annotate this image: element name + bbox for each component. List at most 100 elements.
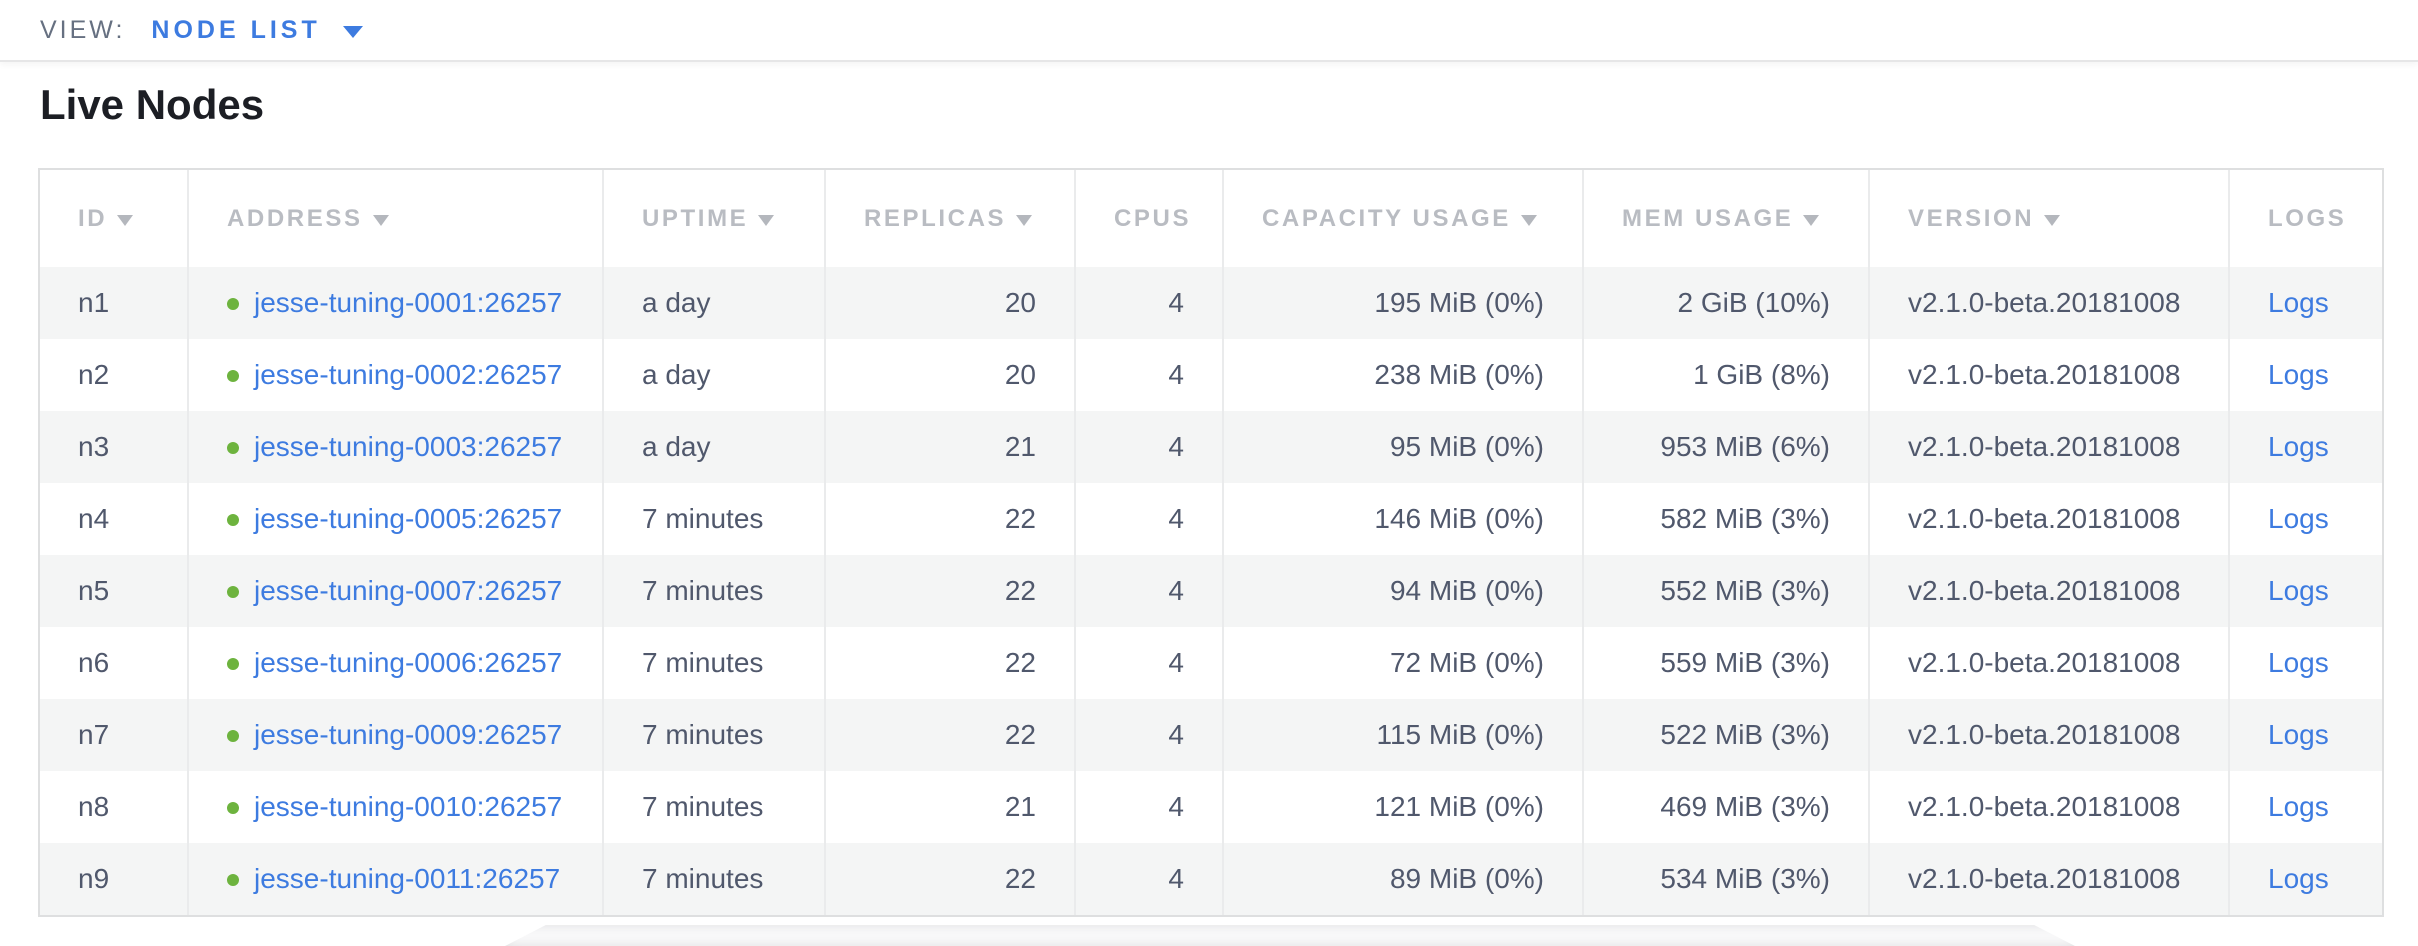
- node-status-dot-icon: [227, 298, 239, 310]
- capacity-usage-cell: 238 MiB (0%): [1224, 339, 1584, 411]
- table-row: n4 jesse-tuning-0005:26257 7 minutes 22 …: [40, 483, 2382, 555]
- node-status-dot-icon: [227, 370, 239, 382]
- mem-usage-cell: 522 MiB (3%): [1584, 699, 1870, 771]
- address-link[interactable]: jesse-tuning-0006:26257: [254, 647, 563, 678]
- version-cell: v2.1.0-beta.20181008: [1870, 555, 2230, 627]
- uptime-cell: 7 minutes: [604, 555, 826, 627]
- capacity-usage-cell: 121 MiB (0%): [1224, 771, 1584, 843]
- version-cell: v2.1.0-beta.20181008: [1870, 771, 2230, 843]
- capacity-usage-cell: 195 MiB (0%): [1224, 267, 1584, 339]
- column-header-address[interactable]: ADDRESS: [189, 170, 604, 267]
- address-link[interactable]: jesse-tuning-0003:26257: [254, 431, 563, 462]
- replicas-cell: 21: [826, 411, 1076, 483]
- mem-usage-cell: 469 MiB (3%): [1584, 771, 1870, 843]
- capacity-usage-cell: 72 MiB (0%): [1224, 627, 1584, 699]
- view-label: VIEW:: [40, 15, 126, 44]
- node-id-cell: n4: [40, 483, 189, 555]
- mem-usage-cell: 1 GiB (8%): [1584, 339, 1870, 411]
- uptime-cell: 7 minutes: [604, 699, 826, 771]
- uptime-cell: a day: [604, 339, 826, 411]
- replicas-cell: 20: [826, 267, 1076, 339]
- logs-cell: Logs: [2230, 771, 2382, 843]
- replicas-cell: 20: [826, 339, 1076, 411]
- table-row: n9 jesse-tuning-0011:26257 7 minutes 22 …: [40, 843, 2382, 915]
- column-header-version[interactable]: VERSION: [1870, 170, 2230, 267]
- node-status-dot-icon: [227, 802, 239, 814]
- column-header-replicas[interactable]: REPLICAS: [826, 170, 1076, 267]
- logs-link[interactable]: Logs: [2268, 359, 2329, 390]
- address-cell: jesse-tuning-0001:26257: [189, 267, 604, 339]
- cpus-cell: 4: [1076, 267, 1224, 339]
- node-id-cell: n1: [40, 267, 189, 339]
- logs-cell: Logs: [2230, 627, 2382, 699]
- view-mode-dropdown[interactable]: NODE LIST: [151, 16, 363, 45]
- replicas-cell: 22: [826, 483, 1076, 555]
- sort-desc-icon: [2044, 214, 2061, 226]
- mem-usage-cell: 559 MiB (3%): [1584, 627, 1870, 699]
- nodes-table-body: n1 jesse-tuning-0001:26257 a day 20 4 19…: [40, 267, 2382, 915]
- address-cell: jesse-tuning-0003:26257: [189, 411, 604, 483]
- address-link[interactable]: jesse-tuning-0009:26257: [254, 719, 563, 750]
- logs-cell: Logs: [2230, 267, 2382, 339]
- logs-link[interactable]: Logs: [2268, 647, 2329, 678]
- cpus-cell: 4: [1076, 771, 1224, 843]
- table-row: n8 jesse-tuning-0010:26257 7 minutes 21 …: [40, 771, 2382, 843]
- address-link[interactable]: jesse-tuning-0011:26257: [254, 863, 561, 894]
- mem-usage-cell: 2 GiB (10%): [1584, 267, 1870, 339]
- logs-cell: Logs: [2230, 411, 2382, 483]
- caret-down-icon: [342, 25, 363, 38]
- logs-cell: Logs: [2230, 483, 2382, 555]
- address-cell: jesse-tuning-0006:26257: [189, 627, 604, 699]
- logs-cell: Logs: [2230, 555, 2382, 627]
- cpus-cell: 4: [1076, 411, 1224, 483]
- address-link[interactable]: jesse-tuning-0010:26257: [254, 791, 563, 822]
- logs-link[interactable]: Logs: [2268, 287, 2329, 318]
- address-cell: jesse-tuning-0007:26257: [189, 555, 604, 627]
- address-link[interactable]: jesse-tuning-0001:26257: [254, 287, 563, 318]
- node-status-dot-icon: [227, 586, 239, 598]
- address-cell: jesse-tuning-0005:26257: [189, 483, 604, 555]
- node-status-dot-icon: [227, 514, 239, 526]
- next-section-shadow: [505, 925, 2075, 946]
- node-status-dot-icon: [227, 874, 239, 886]
- logs-link[interactable]: Logs: [2268, 719, 2329, 750]
- replicas-cell: 22: [826, 843, 1076, 915]
- version-cell: v2.1.0-beta.20181008: [1870, 411, 2230, 483]
- capacity-usage-cell: 94 MiB (0%): [1224, 555, 1584, 627]
- node-id-cell: n5: [40, 555, 189, 627]
- column-header-uptime[interactable]: UPTIME: [604, 170, 826, 267]
- sort-desc-icon: [372, 214, 389, 226]
- sort-desc-icon: [758, 214, 775, 226]
- cpus-cell: 4: [1076, 627, 1224, 699]
- capacity-usage-cell: 115 MiB (0%): [1224, 699, 1584, 771]
- logs-link[interactable]: Logs: [2268, 863, 2329, 894]
- column-header-capacity-usage[interactable]: CAPACITY USAGE: [1224, 170, 1584, 267]
- replicas-cell: 22: [826, 699, 1076, 771]
- column-header-id[interactable]: ID: [40, 170, 189, 267]
- cpus-cell: 4: [1076, 483, 1224, 555]
- mem-usage-cell: 534 MiB (3%): [1584, 843, 1870, 915]
- logs-link[interactable]: Logs: [2268, 503, 2329, 534]
- column-header-cpus: CPUS: [1076, 170, 1224, 267]
- uptime-cell: a day: [604, 267, 826, 339]
- capacity-usage-cell: 89 MiB (0%): [1224, 843, 1584, 915]
- version-cell: v2.1.0-beta.20181008: [1870, 339, 2230, 411]
- address-cell: jesse-tuning-0010:26257: [189, 771, 604, 843]
- logs-link[interactable]: Logs: [2268, 431, 2329, 462]
- address-link[interactable]: jesse-tuning-0002:26257: [254, 359, 563, 390]
- version-cell: v2.1.0-beta.20181008: [1870, 843, 2230, 915]
- capacity-usage-cell: 146 MiB (0%): [1224, 483, 1584, 555]
- version-cell: v2.1.0-beta.20181008: [1870, 627, 2230, 699]
- cpus-cell: 4: [1076, 555, 1224, 627]
- address-link[interactable]: jesse-tuning-0005:26257: [254, 503, 563, 534]
- logs-link[interactable]: Logs: [2268, 791, 2329, 822]
- node-status-dot-icon: [227, 730, 239, 742]
- sort-desc-icon: [1803, 214, 1820, 226]
- table-row: n2 jesse-tuning-0002:26257 a day 20 4 23…: [40, 339, 2382, 411]
- logs-link[interactable]: Logs: [2268, 575, 2329, 606]
- cpus-cell: 4: [1076, 339, 1224, 411]
- address-cell: jesse-tuning-0009:26257: [189, 699, 604, 771]
- column-header-mem-usage[interactable]: MEM USAGE: [1584, 170, 1870, 267]
- address-link[interactable]: jesse-tuning-0007:26257: [254, 575, 563, 606]
- cpus-cell: 4: [1076, 699, 1224, 771]
